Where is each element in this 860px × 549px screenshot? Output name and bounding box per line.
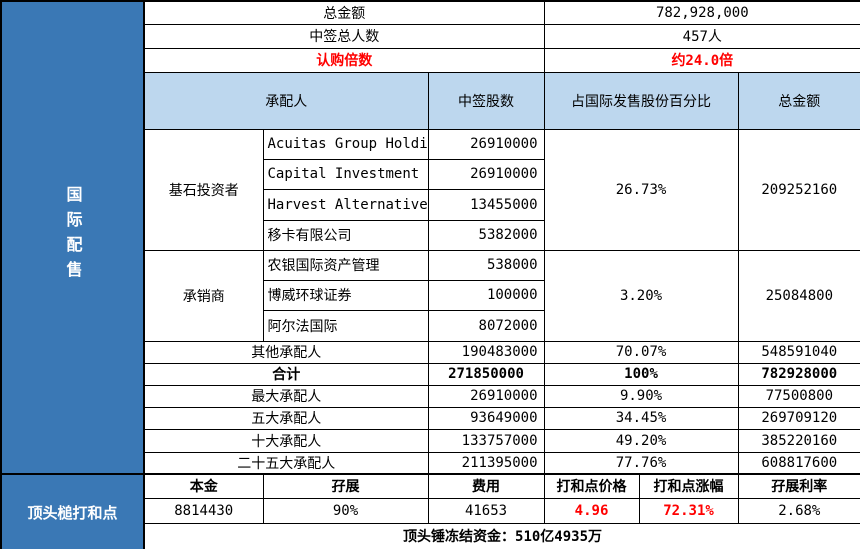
sidebar-international-placement-label: 国际配售 bbox=[63, 185, 83, 286]
amount-cell: 548591040 bbox=[737, 340, 860, 364]
breakeven-header-rate: 孖展利率 bbox=[737, 473, 860, 499]
shares-cell: 26910000 bbox=[427, 158, 545, 190]
shares-cell-total: 271850000 bbox=[427, 362, 545, 386]
summary-value-subscription-multiple: 约24.0倍 bbox=[543, 47, 860, 73]
breakeven-header-principal: 本金 bbox=[143, 473, 264, 499]
group-label-underwriters: 承销商 bbox=[143, 249, 264, 342]
shares-cell: 190483000 bbox=[427, 340, 545, 364]
shares-cell: 5382000 bbox=[427, 219, 545, 251]
shares-cell: 13455000 bbox=[427, 188, 545, 221]
shares-cell: 8072000 bbox=[427, 309, 545, 342]
cornerstone-percentage: 26.73% bbox=[543, 128, 739, 251]
summary-row-label: 五大承配人 bbox=[143, 406, 429, 430]
allocatee-name: Acuitas Group Holdin bbox=[262, 128, 429, 160]
summary-label-total-amount: 总金额 bbox=[143, 0, 545, 25]
summary-row-label: 十大承配人 bbox=[143, 428, 429, 453]
summary-row-label-total: 合计 bbox=[143, 362, 429, 386]
percentage-cell: 49.20% bbox=[543, 428, 739, 453]
amount-cell: 77500800 bbox=[737, 384, 860, 408]
amount-cell: 608817600 bbox=[737, 451, 860, 475]
summary-label-winners-count: 中签总人数 bbox=[143, 23, 545, 49]
allocatee-name: Capital Investment L bbox=[262, 158, 429, 190]
allocatee-name: 农银国际资产管理 bbox=[262, 249, 429, 281]
amount-cell: 269709120 bbox=[737, 406, 860, 430]
percentage-cell-total: 100% bbox=[543, 362, 739, 386]
group-label-cornerstone: 基石投资者 bbox=[143, 128, 264, 251]
allocatee-name: Harvest Alternative bbox=[262, 188, 429, 221]
sidebar-breakeven: 顶头槌打和点 bbox=[0, 473, 145, 549]
shares-cell: 26910000 bbox=[427, 128, 545, 160]
shares-cell: 538000 bbox=[427, 249, 545, 281]
shares-cell: 93649000 bbox=[427, 406, 545, 430]
underwriters-amount: 25084800 bbox=[737, 249, 860, 342]
column-header-amount: 总金额 bbox=[737, 71, 860, 130]
column-header-shares: 中签股数 bbox=[427, 71, 545, 130]
breakeven-header-gain: 打和点涨幅 bbox=[638, 473, 739, 499]
breakeven-value-rate: 2.68% bbox=[737, 497, 860, 524]
sidebar-international-placement: 国际配售 bbox=[0, 0, 145, 475]
allocatee-name: 阿尔法国际 bbox=[262, 309, 429, 342]
shares-cell: 26910000 bbox=[427, 384, 545, 408]
allocatee-name: 移卡有限公司 bbox=[262, 219, 429, 251]
breakeven-value-margin: 90% bbox=[262, 497, 429, 524]
summary-value-winners-count: 457人 bbox=[543, 23, 860, 49]
breakeven-value-gain: 72.31% bbox=[638, 497, 739, 524]
percentage-cell: 77.76% bbox=[543, 451, 739, 475]
shares-cell: 133757000 bbox=[427, 428, 545, 453]
column-header-allocatee: 承配人 bbox=[143, 71, 429, 130]
shares-cell: 100000 bbox=[427, 279, 545, 311]
breakeven-header-price: 打和点价格 bbox=[543, 473, 640, 499]
percentage-cell: 34.45% bbox=[543, 406, 739, 430]
sidebar-breakeven-label: 顶头槌打和点 bbox=[27, 503, 118, 522]
allocatee-name: 博威环球证券 bbox=[262, 279, 429, 311]
column-header-percentage: 占国际发售股份百分比 bbox=[543, 71, 739, 130]
summary-label-subscription-multiple: 认购倍数 bbox=[143, 47, 545, 73]
percentage-cell: 9.90% bbox=[543, 384, 739, 408]
cornerstone-amount: 209252160 bbox=[737, 128, 860, 251]
percentage-cell: 70.07% bbox=[543, 340, 739, 364]
breakeven-header-margin: 孖展 bbox=[262, 473, 429, 499]
amount-cell: 385220160 bbox=[737, 428, 860, 453]
summary-row-label: 最大承配人 bbox=[143, 384, 429, 408]
breakeven-value-price: 4.96 bbox=[543, 497, 640, 524]
breakeven-value-principal: 8814430 bbox=[143, 497, 264, 524]
summary-row-label: 其他承配人 bbox=[143, 340, 429, 364]
summary-value-total-amount: 782,928,000 bbox=[543, 0, 860, 25]
amount-cell-total: 782928000 bbox=[737, 362, 860, 386]
breakeven-header-fee: 费用 bbox=[427, 473, 545, 499]
frozen-funds-row: 顶头锤冻结资金：510亿4935万 bbox=[143, 522, 860, 549]
shares-cell: 211395000 bbox=[427, 451, 545, 475]
breakeven-value-fee: 41653 bbox=[427, 497, 545, 524]
summary-row-label: 二十五大承配人 bbox=[143, 451, 429, 475]
underwriters-percentage: 3.20% bbox=[543, 249, 739, 342]
